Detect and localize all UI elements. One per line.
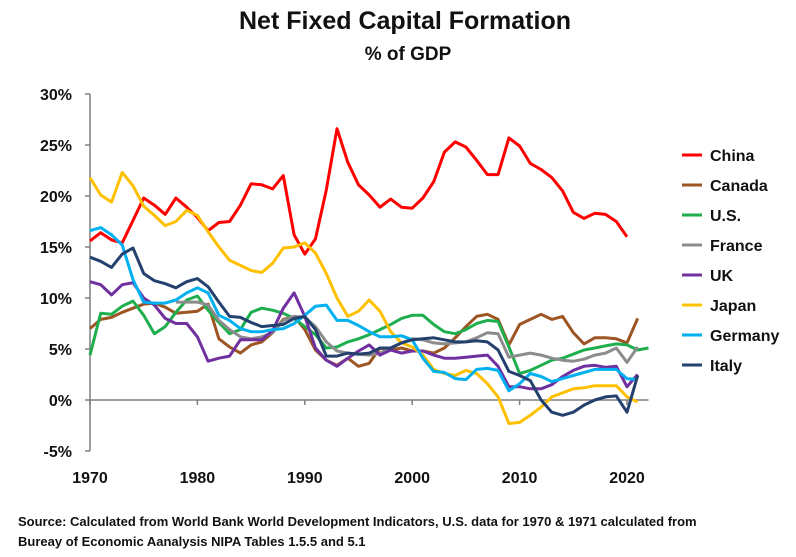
source-line-1: Source: Calculated from World Bank World… (18, 514, 697, 529)
x-tick-label: 1980 (180, 470, 216, 487)
legend: China Canada U.S. France UK Japan Germany Italy (682, 148, 779, 375)
legend-label: China (710, 148, 755, 165)
x-tick-label: 2010 (502, 470, 538, 487)
legend-label: Germany (710, 328, 779, 345)
y-tick-label: 25% (40, 138, 72, 155)
legend-label: Italy (710, 358, 742, 375)
y-tick-label: 10% (40, 291, 72, 308)
series-line-germany (89, 226, 638, 393)
legend-label: UK (710, 268, 734, 285)
legend-label: U.S. (710, 208, 741, 225)
series-lines (88, 127, 649, 425)
y-tick-label: -5% (44, 444, 72, 461)
x-tick-label: 1990 (287, 470, 323, 487)
series-line-japan (88, 171, 639, 425)
series-line-uk (89, 280, 639, 391)
axes: -5% 0% 5% 10% 15% 20% 25% 30% 1970 1980 1990 2000 20… (40, 87, 649, 487)
y-tick-label: 20% (40, 189, 72, 206)
x-tick-label: 2000 (394, 470, 430, 487)
legend-label: Canada (710, 178, 768, 195)
x-tick-label: 2020 (609, 470, 645, 487)
chart-title: Net Fixed Capital Formation (239, 7, 571, 35)
series-line-canada (89, 301, 640, 368)
chart-subtitle: % of GDP (365, 44, 452, 65)
series-line-china (89, 127, 629, 256)
y-tick-label: 0% (49, 393, 72, 410)
x-tick-label: 1970 (72, 470, 108, 487)
legend-label: Japan (710, 298, 756, 315)
legend-label: France (710, 238, 763, 255)
y-tick-label: 15% (40, 240, 72, 257)
y-tick-label: 5% (49, 342, 72, 359)
y-tick-label: 30% (40, 87, 72, 104)
series-line-italy (89, 246, 640, 417)
source-line-2: Bureay of Economic Aanalysis NIPA Tables… (18, 534, 366, 549)
